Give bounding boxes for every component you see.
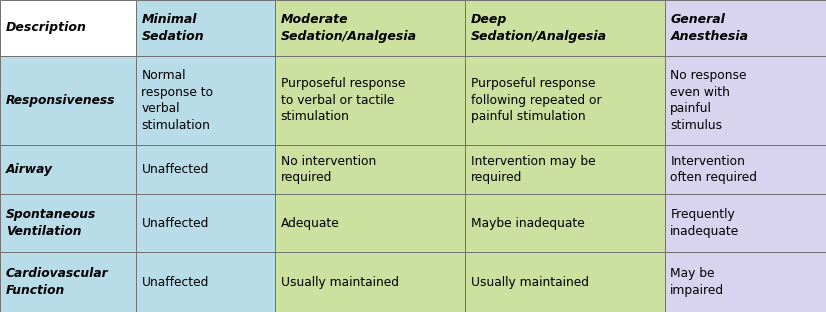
Text: Cardiovascular
Function: Cardiovascular Function bbox=[6, 267, 108, 297]
Bar bbox=[0, 194, 135, 252]
Text: Adequate: Adequate bbox=[281, 217, 339, 230]
Bar bbox=[0, 56, 135, 145]
Bar bbox=[0, 252, 135, 312]
Bar bbox=[665, 0, 826, 56]
Text: Airway: Airway bbox=[6, 163, 53, 176]
Text: Unaffected: Unaffected bbox=[141, 217, 209, 230]
Text: Purposeful response
to verbal or tactile
stimulation: Purposeful response to verbal or tactile… bbox=[281, 77, 405, 124]
Bar bbox=[665, 56, 826, 145]
Text: May be
impaired: May be impaired bbox=[671, 267, 724, 297]
Text: Intervention
often required: Intervention often required bbox=[671, 155, 757, 184]
Text: Description: Description bbox=[6, 21, 87, 34]
Text: Frequently
inadequate: Frequently inadequate bbox=[671, 208, 739, 238]
Text: Usually maintained: Usually maintained bbox=[471, 276, 589, 289]
Bar bbox=[465, 0, 665, 56]
Text: Maybe inadequate: Maybe inadequate bbox=[471, 217, 585, 230]
Text: Moderate
Sedation/Analgesia: Moderate Sedation/Analgesia bbox=[281, 13, 416, 42]
Text: Intervention may be
required: Intervention may be required bbox=[471, 155, 596, 184]
Bar bbox=[275, 0, 465, 56]
Bar bbox=[465, 56, 665, 145]
Text: No intervention
required: No intervention required bbox=[281, 155, 376, 184]
Bar bbox=[275, 194, 465, 252]
Text: Usually maintained: Usually maintained bbox=[281, 276, 398, 289]
Text: Minimal
Sedation: Minimal Sedation bbox=[141, 13, 204, 42]
Bar bbox=[275, 56, 465, 145]
Text: Unaffected: Unaffected bbox=[141, 276, 209, 289]
Bar bbox=[135, 0, 275, 56]
Text: Responsiveness: Responsiveness bbox=[6, 94, 115, 107]
Bar bbox=[465, 145, 665, 194]
Bar bbox=[665, 145, 826, 194]
Text: Spontaneous
Ventilation: Spontaneous Ventilation bbox=[6, 208, 96, 238]
Text: Purposeful response
following repeated or
painful stimulation: Purposeful response following repeated o… bbox=[471, 77, 602, 124]
Text: General
Anesthesia: General Anesthesia bbox=[671, 13, 748, 42]
Bar bbox=[275, 145, 465, 194]
Bar bbox=[135, 56, 275, 145]
Bar bbox=[275, 252, 465, 312]
Bar bbox=[135, 145, 275, 194]
Bar bbox=[0, 0, 135, 56]
Bar bbox=[465, 194, 665, 252]
Text: Deep
Sedation/Analgesia: Deep Sedation/Analgesia bbox=[471, 13, 607, 42]
Text: Unaffected: Unaffected bbox=[141, 163, 209, 176]
Text: No response
even with
painful
stimulus: No response even with painful stimulus bbox=[671, 69, 747, 132]
Text: Normal
response to
verbal
stimulation: Normal response to verbal stimulation bbox=[141, 69, 214, 132]
Bar bbox=[465, 252, 665, 312]
Bar bbox=[135, 194, 275, 252]
Bar bbox=[0, 145, 135, 194]
Bar bbox=[665, 194, 826, 252]
Bar bbox=[665, 252, 826, 312]
Bar bbox=[135, 252, 275, 312]
